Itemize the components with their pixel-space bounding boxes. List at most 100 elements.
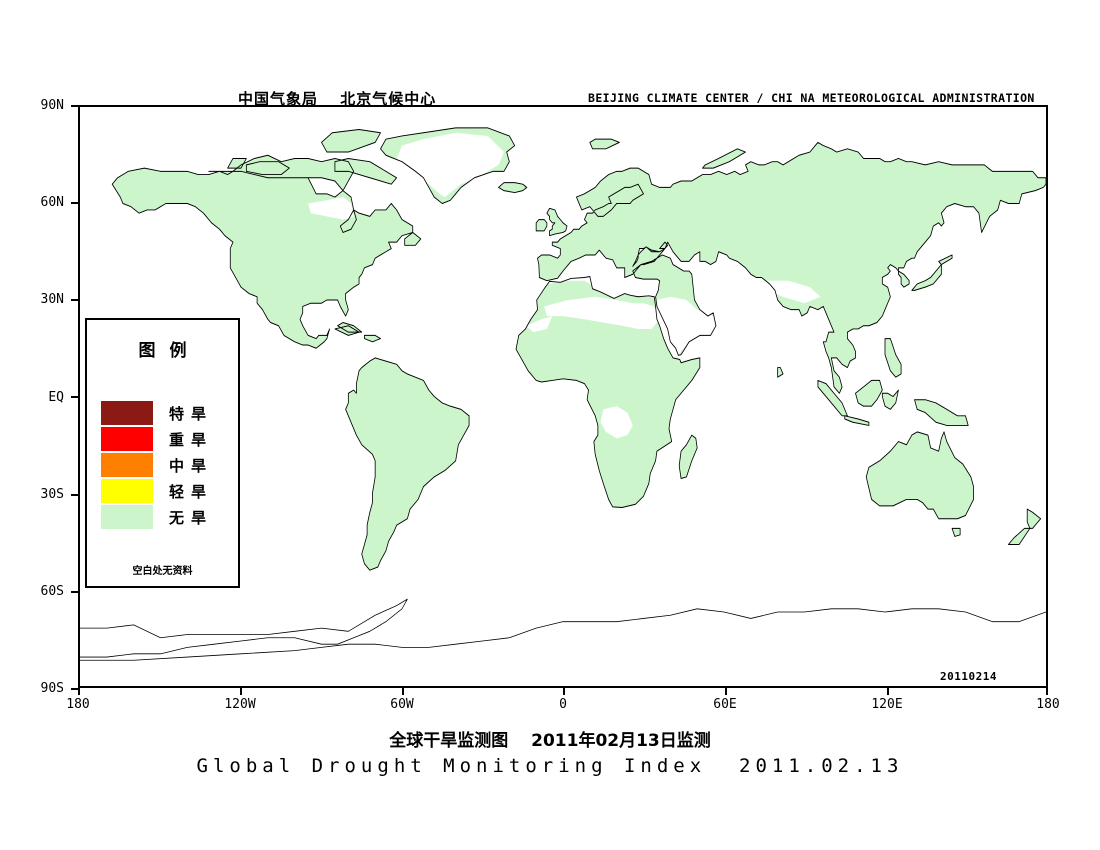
coastline-baffin xyxy=(334,157,398,185)
y-tick-90n xyxy=(71,105,78,107)
y-axis-label-30n: 30N xyxy=(40,292,64,307)
y-axis-label-30s: 30S xyxy=(40,487,64,502)
coastline-cuba2 xyxy=(334,325,360,336)
coastline-britain xyxy=(546,207,568,237)
landmass-newguinea xyxy=(914,399,969,426)
landmass-novaya xyxy=(702,148,746,169)
landmass-australia xyxy=(866,431,974,519)
coastline-japan_m xyxy=(911,264,942,291)
coastline-newfoundland xyxy=(404,231,422,246)
legend-swatch-extreme xyxy=(101,401,153,425)
coastline-antarctica-east xyxy=(80,608,1046,661)
legend-swatch-light xyxy=(101,479,153,503)
header-org-en: BEIJING CLIMATE CENTER / CHI NA METEOROL… xyxy=(588,91,1035,105)
legend-swatch-none xyxy=(101,505,153,529)
coastline-madagascar xyxy=(678,434,698,480)
landmass-britain xyxy=(546,208,568,236)
no-data-sahara-core xyxy=(544,296,660,329)
legend-label-none: 无旱 xyxy=(169,508,214,527)
coastline-hispaniola xyxy=(364,334,381,343)
landmass-victoria xyxy=(246,161,290,175)
legend-item-severe: 重旱 xyxy=(101,426,213,452)
coastline-tasmania xyxy=(951,527,961,537)
y-tick-60n xyxy=(71,202,78,204)
landmass-samerica xyxy=(345,357,470,571)
no-data-hudson xyxy=(308,197,354,220)
legend-label-extreme: 特旱 xyxy=(169,404,214,423)
coastline-philippines xyxy=(884,338,902,378)
legend-swatch-severe xyxy=(101,427,153,451)
coastline-banks xyxy=(227,157,247,169)
coastline-java xyxy=(844,415,870,426)
coastline-samerica xyxy=(345,357,470,571)
coastline-japan_h xyxy=(938,254,953,266)
y-axis-label-90n: 90N xyxy=(40,98,64,113)
landmass-svalbard xyxy=(589,139,620,149)
coastline-sthisland xyxy=(337,322,363,333)
legend-item-extreme: 特旱 xyxy=(101,400,213,426)
drought-blob-l2-15 xyxy=(735,281,751,294)
landmass-newzealand_n xyxy=(1027,509,1041,529)
coastline-newzealand_s xyxy=(1008,527,1031,545)
legend-item-light: 轻旱 xyxy=(101,478,213,504)
coastline-ireland xyxy=(535,219,548,232)
coastline-australia xyxy=(865,431,974,520)
map-canvas xyxy=(80,127,1046,661)
x-tick-120e xyxy=(887,688,889,695)
landmass-madagascar xyxy=(679,435,698,479)
y-tick-60s xyxy=(71,591,78,593)
drought-blob-l2-19 xyxy=(308,348,343,367)
x-axis-label-60e: 60E xyxy=(713,697,737,712)
coastline-novaya xyxy=(702,148,746,169)
landmass-borneo xyxy=(855,380,883,407)
no-data-gulf-mex xyxy=(302,303,346,329)
coastline-eurasia xyxy=(537,141,1046,394)
legend-swatch-moderate xyxy=(101,453,153,477)
landmass-japan_h xyxy=(938,254,953,265)
x-axis-label-0: 0 xyxy=(559,697,567,712)
no-data-mediterranean xyxy=(546,274,655,297)
y-tick-30n xyxy=(71,299,78,301)
landmass-sumatra xyxy=(817,380,848,416)
landmass-iceland xyxy=(498,182,527,193)
x-axis-label-120w: 120W xyxy=(224,697,256,712)
legend-label-severe: 重旱 xyxy=(169,430,214,449)
landmass-eurasia xyxy=(537,142,1046,394)
no-data-greenland-ice xyxy=(396,132,504,198)
landmass-africa xyxy=(516,276,700,508)
x-tick-60w xyxy=(402,688,404,695)
x-axis-label-180e: 180 xyxy=(1036,697,1060,712)
drought-blob-l3-21 xyxy=(727,277,757,300)
drought-blob-l1-16 xyxy=(311,351,338,367)
coastline-layer xyxy=(80,127,1046,661)
legend-item-moderate: 中旱 xyxy=(101,452,213,478)
legend-item-none: 无旱 xyxy=(101,504,213,530)
y-axis-label-60n: 60N xyxy=(40,195,64,210)
coastline-newguinea xyxy=(914,399,969,426)
coastline-ellesmere xyxy=(321,129,381,153)
legend-note: 空白处无资料 xyxy=(132,566,193,577)
no-data-sahara-west xyxy=(525,316,553,333)
footer-title-en: Global Drought Monitoring Index 2011.02.… xyxy=(196,755,904,777)
x-tick-180e xyxy=(1046,688,1048,695)
landmass-ellesmere xyxy=(321,129,381,153)
landmass-philippines xyxy=(885,338,902,378)
drought-blob-l1-11 xyxy=(807,310,826,326)
y-axis-label-eq: EQ xyxy=(48,390,64,405)
no-data-himalaya-tibet xyxy=(766,280,821,304)
no-data-congo xyxy=(600,406,633,439)
landmass-banks xyxy=(227,158,247,169)
land-layer xyxy=(112,127,1046,571)
coastline-borneo xyxy=(855,379,883,407)
y-tick-eq xyxy=(71,396,78,398)
coastline-newzealand_n xyxy=(1026,508,1042,529)
landmass-newzealand_s xyxy=(1008,528,1030,545)
coastline-antarctica-west xyxy=(80,598,408,658)
coastline-namerica xyxy=(111,154,414,349)
legend-rows: 特旱 重旱 中旱 轻旱 无旱 xyxy=(101,400,213,530)
coastline-africa xyxy=(515,276,701,508)
header-org-cn: 中国气象局 北京气候中心 xyxy=(238,90,437,108)
y-tick-30s xyxy=(71,494,78,496)
x-axis-label-60w: 60W xyxy=(390,697,414,712)
